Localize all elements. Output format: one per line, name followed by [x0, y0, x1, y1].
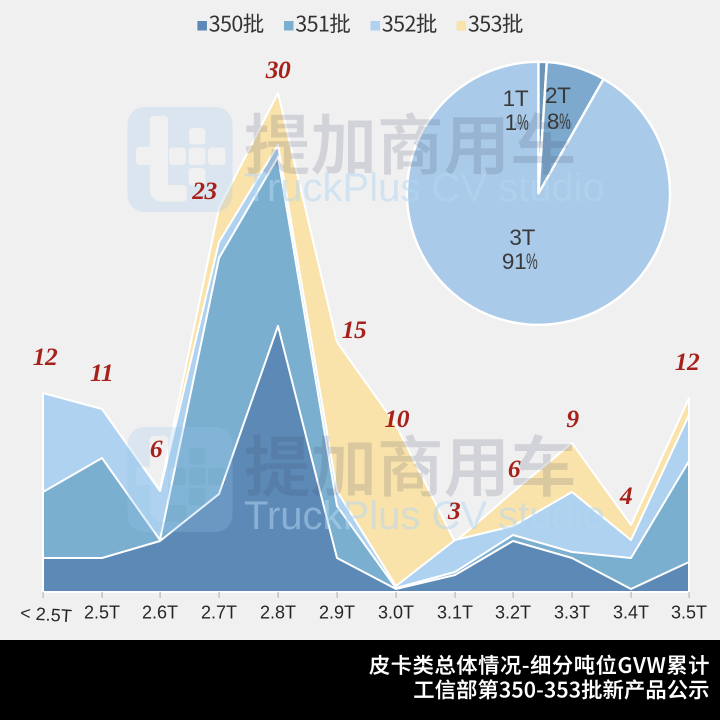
- svg-text:TruckPlus CV studio: TruckPlus CV studio: [244, 494, 605, 538]
- svg-text:TruckPlus CV studio: TruckPlus CV studio: [244, 166, 605, 210]
